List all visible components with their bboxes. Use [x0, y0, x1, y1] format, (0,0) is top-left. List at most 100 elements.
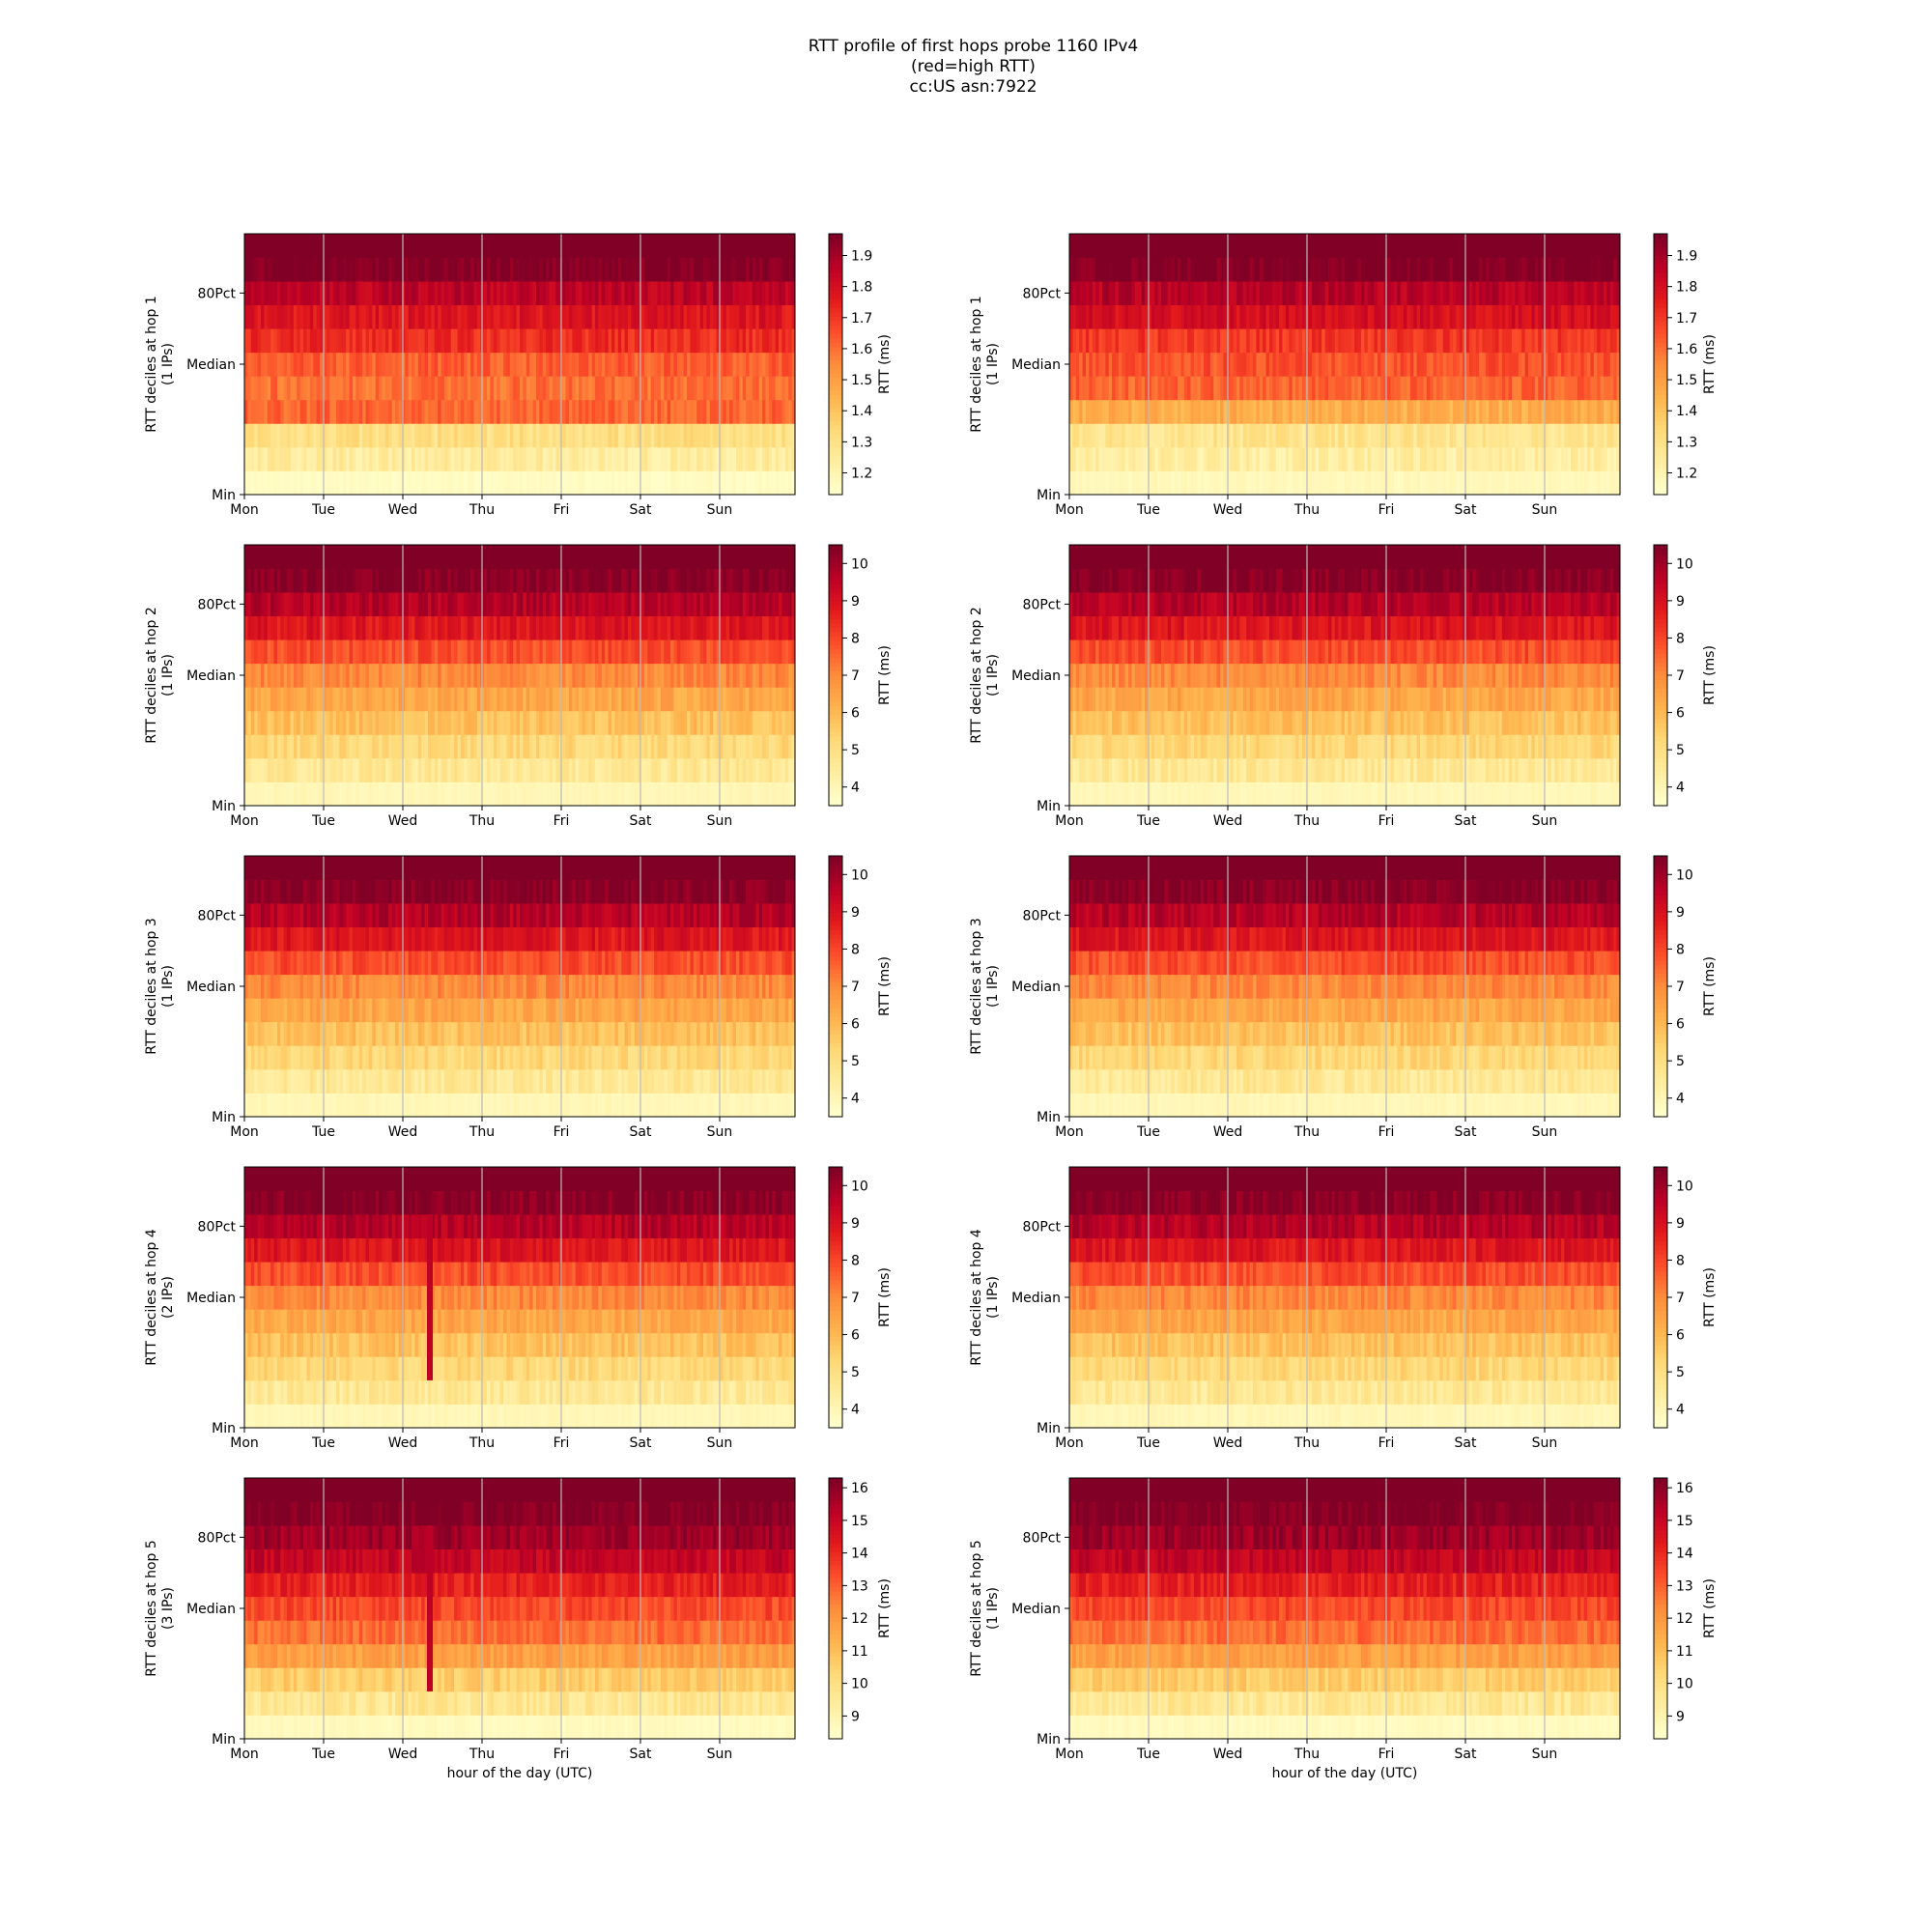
heatmap-cell [1191, 281, 1195, 305]
heatmap-cell [529, 258, 533, 282]
heatmap-cell [258, 545, 262, 569]
heatmap-cell [1601, 447, 1605, 471]
heatmap-cell [706, 470, 710, 495]
heatmap-cell [585, 447, 589, 471]
heatmap-cell [317, 545, 321, 569]
heatmap-cell [484, 616, 488, 640]
heatmap-cell [428, 234, 432, 258]
heatmap-cell [1217, 281, 1221, 305]
heatmap-cell [1105, 258, 1109, 282]
heatmap-cell [1472, 281, 1476, 305]
heatmap-cell [625, 258, 629, 282]
heatmap-cell [1213, 234, 1217, 258]
heatmap-cell [1466, 447, 1470, 471]
heatmap-cell [258, 758, 262, 782]
chart-panel-2: Mon Tue Wed Thu Fri Sat SunMinMedian80PctRTT d… [969, 234, 1718, 518]
heatmap-cell [503, 758, 507, 782]
heatmap-cell [421, 234, 425, 258]
heatmap-cell [366, 281, 370, 305]
heatmap-cell [1348, 328, 1351, 353]
heatmap-cell [1213, 447, 1217, 471]
heatmap-cell [484, 711, 488, 735]
heatmap-cell [329, 758, 333, 782]
heatmap-cell [539, 758, 543, 782]
heatmap-cell [1256, 423, 1260, 447]
heatmap-cell [383, 258, 386, 282]
heatmap-cell [1276, 376, 1280, 400]
heatmap-cell [1450, 423, 1454, 447]
heatmap-cell [746, 423, 750, 447]
heatmap-cell [526, 545, 530, 569]
heatmap-cell [327, 258, 330, 282]
heatmap-cell [1125, 234, 1129, 258]
heatmap-cell [1295, 376, 1299, 400]
heatmap-cell [1417, 305, 1421, 329]
heatmap-cell [1213, 400, 1217, 424]
heatmap-cell [739, 470, 743, 495]
heatmap-cell [487, 569, 491, 593]
heatmap-cell [353, 305, 356, 329]
heatmap-cell [1269, 258, 1273, 282]
heatmap-cell [1564, 305, 1568, 329]
heatmap-cell [339, 328, 343, 353]
heatmap-cell [369, 687, 373, 711]
heatmap-cell [333, 781, 337, 806]
heatmap-cell [658, 470, 662, 495]
heatmap-cell [635, 258, 639, 282]
heatmap-cell [562, 592, 566, 616]
heatmap-cell [1466, 470, 1470, 495]
heatmap-cell [1483, 376, 1487, 400]
heatmap-cell [287, 616, 291, 640]
heatmap-cell [451, 328, 455, 353]
heatmap-cell [510, 616, 514, 640]
heatmap-cell [1263, 305, 1266, 329]
heatmap-cell [1321, 328, 1325, 353]
heatmap-cell [372, 545, 376, 569]
heatmap-cell [1443, 258, 1447, 282]
heatmap-cell [336, 258, 340, 282]
heatmap-cell [280, 305, 284, 329]
heatmap-cell [329, 281, 333, 305]
heatmap-cell [576, 376, 580, 400]
heatmap-cell [1246, 447, 1250, 471]
heatmap-cell [428, 447, 432, 471]
heatmap-cell [1361, 376, 1365, 400]
heatmap-cell [490, 447, 494, 471]
heatmap-cell [1528, 234, 1532, 258]
heatmap-cell [425, 687, 429, 711]
heatmap-cell [526, 616, 530, 640]
heatmap-cell [300, 400, 304, 424]
heatmap-cell [1495, 353, 1499, 377]
heatmap-cell [1116, 234, 1120, 258]
heatmap-cell [1236, 234, 1240, 258]
heatmap-cell [1413, 353, 1417, 377]
heatmap-cell [258, 423, 262, 447]
heatmap-cell [1364, 376, 1368, 400]
heatmap-cell [585, 281, 589, 305]
heatmap-cell [746, 376, 750, 400]
heatmap-cell [1443, 234, 1447, 258]
heatmap-cell [668, 281, 671, 305]
heatmap-cell [494, 423, 497, 447]
heatmap-cell [251, 353, 255, 377]
heatmap-cell [1312, 281, 1316, 305]
heatmap-cell [291, 328, 295, 353]
heatmap-cell [1243, 470, 1247, 495]
heatmap-cell [1293, 470, 1296, 495]
heatmap-cell [696, 400, 700, 424]
heatmap-cell [670, 423, 674, 447]
heatmap-cell [428, 687, 432, 711]
heatmap-cell [300, 758, 304, 782]
heatmap-cell [733, 376, 737, 400]
colorbar-segment [829, 273, 842, 278]
heatmap-cell [651, 234, 655, 258]
heatmap-cell [421, 781, 425, 806]
heatmap-cell [1551, 281, 1555, 305]
heatmap-cell [1538, 234, 1542, 258]
heatmap-cell [503, 687, 507, 711]
heatmap-cell [562, 258, 566, 282]
heatmap-cell [1131, 281, 1135, 305]
heatmap-cell [625, 234, 629, 258]
heatmap-cell [490, 305, 494, 329]
heatmap-cell [1571, 470, 1575, 495]
